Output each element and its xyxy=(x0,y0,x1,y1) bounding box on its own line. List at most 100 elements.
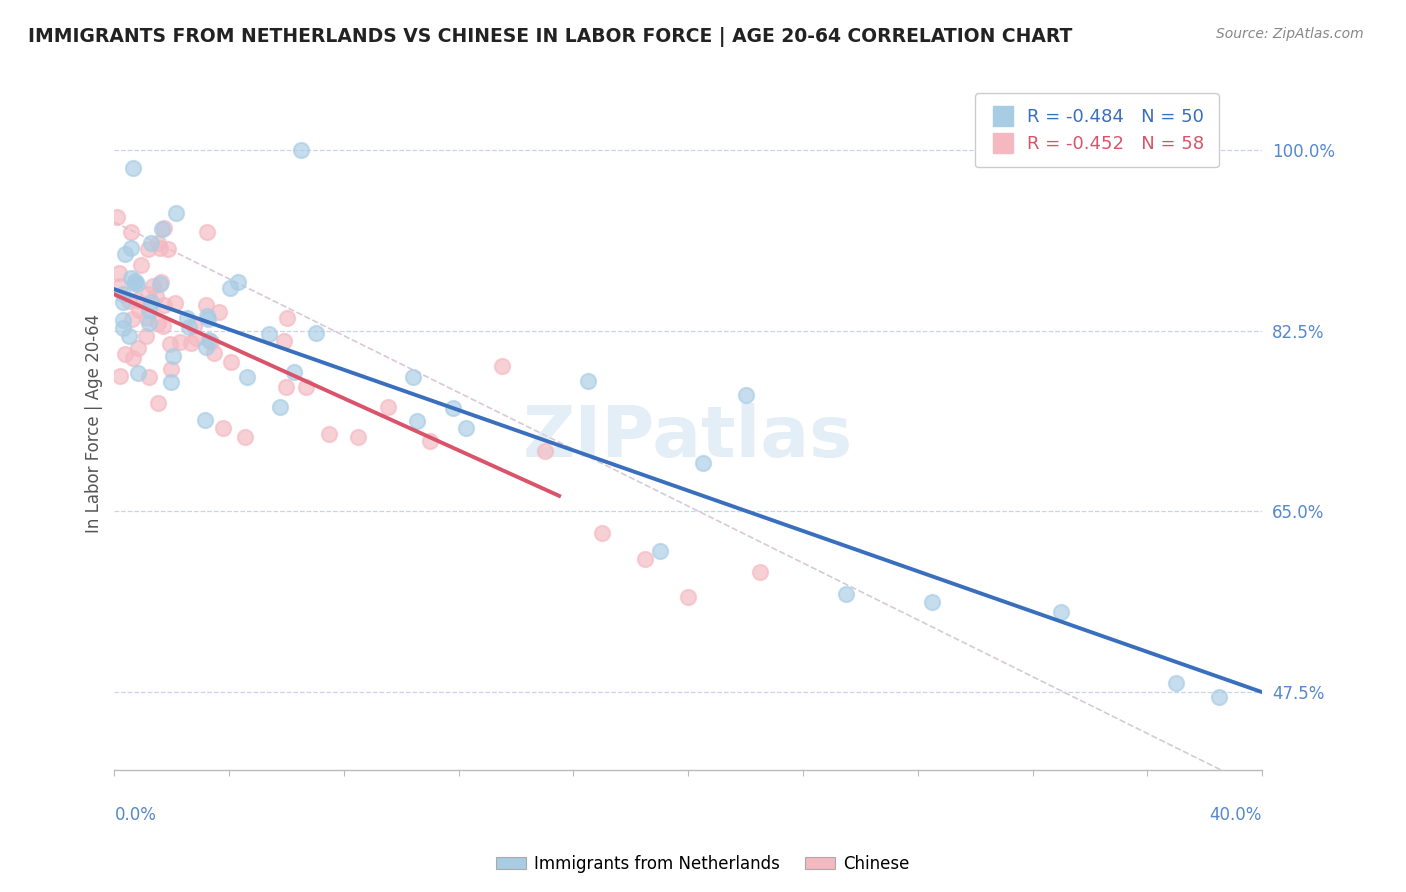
Point xyxy=(921,595,943,609)
Point xyxy=(634,552,657,566)
Point xyxy=(405,414,427,428)
Point xyxy=(125,277,148,291)
Point xyxy=(533,443,555,458)
Point xyxy=(200,335,222,350)
Point xyxy=(202,346,225,360)
Point xyxy=(114,347,136,361)
Point xyxy=(576,374,599,388)
Text: ZIPatlas: ZIPatlas xyxy=(523,403,853,472)
Point xyxy=(283,365,305,379)
Point xyxy=(131,258,153,272)
Point xyxy=(165,296,187,310)
Text: IMMIGRANTS FROM NETHERLANDS VS CHINESE IN LABOR FORCE | AGE 20-64 CORRELATION CH: IMMIGRANTS FROM NETHERLANDS VS CHINESE I… xyxy=(28,27,1073,46)
Point xyxy=(169,335,191,350)
Point xyxy=(148,236,170,251)
Text: 0.0%: 0.0% xyxy=(114,805,156,823)
Point xyxy=(146,396,169,410)
Point xyxy=(235,369,257,384)
Point xyxy=(377,400,399,414)
Point xyxy=(290,143,312,157)
Point xyxy=(456,421,478,435)
Point xyxy=(195,340,218,354)
Point xyxy=(122,161,145,176)
Point xyxy=(165,206,187,220)
Point xyxy=(402,370,425,384)
Point xyxy=(184,331,207,345)
Point xyxy=(114,247,136,261)
Point xyxy=(138,302,160,317)
Text: 40.0%: 40.0% xyxy=(1209,805,1263,823)
Point xyxy=(105,210,128,224)
Point xyxy=(156,242,179,256)
Point xyxy=(108,278,131,293)
Point xyxy=(1208,690,1230,705)
Point xyxy=(118,329,141,343)
Point xyxy=(135,329,157,343)
Point xyxy=(152,319,174,334)
Point xyxy=(835,587,858,601)
Point xyxy=(118,294,141,309)
Point xyxy=(295,380,318,394)
Point xyxy=(198,333,221,347)
Point xyxy=(749,565,772,579)
Point xyxy=(226,275,249,289)
Point xyxy=(127,341,149,355)
Point xyxy=(108,266,131,280)
Point xyxy=(149,277,172,292)
Point xyxy=(1164,676,1187,690)
Point xyxy=(122,351,145,366)
Point xyxy=(146,316,169,330)
Point xyxy=(305,326,328,340)
Point xyxy=(276,380,298,394)
Point xyxy=(111,321,134,335)
Point xyxy=(591,526,613,541)
Point xyxy=(219,355,242,369)
Point xyxy=(111,295,134,310)
Point xyxy=(195,309,218,323)
Point xyxy=(257,326,280,341)
Point xyxy=(692,456,714,470)
Point xyxy=(219,281,242,295)
Point xyxy=(142,279,165,293)
Point xyxy=(419,434,441,449)
Point xyxy=(194,298,217,312)
Point xyxy=(111,286,134,301)
Point xyxy=(197,311,219,326)
Point xyxy=(212,421,235,435)
Point xyxy=(276,310,298,325)
Point xyxy=(124,276,146,290)
Point xyxy=(128,302,150,317)
Point xyxy=(347,430,370,444)
Legend: Immigrants from Netherlands, Chinese: Immigrants from Netherlands, Chinese xyxy=(489,848,917,880)
Point xyxy=(111,312,134,326)
Y-axis label: In Labor Force | Age 20-64: In Labor Force | Age 20-64 xyxy=(86,314,103,533)
Point xyxy=(120,241,142,255)
Point xyxy=(150,222,173,236)
Point xyxy=(120,271,142,285)
Point xyxy=(138,316,160,330)
Point xyxy=(120,225,142,239)
Point xyxy=(149,275,172,289)
Point xyxy=(441,401,464,416)
Point xyxy=(153,298,176,312)
Point xyxy=(138,369,160,384)
Point xyxy=(121,312,143,326)
Point xyxy=(648,543,671,558)
Point xyxy=(1050,605,1073,619)
Point xyxy=(159,337,181,351)
Point xyxy=(136,242,159,256)
Point xyxy=(179,320,201,334)
Point xyxy=(160,375,183,389)
Point xyxy=(108,369,131,384)
Point xyxy=(136,311,159,326)
Point xyxy=(125,293,148,307)
Point xyxy=(176,311,198,326)
Point xyxy=(139,235,162,250)
Legend: R = -0.484   N = 50, R = -0.452   N = 58: R = -0.484 N = 50, R = -0.452 N = 58 xyxy=(974,94,1219,168)
Point xyxy=(180,336,202,351)
Point xyxy=(127,366,149,380)
Point xyxy=(153,221,176,235)
Point xyxy=(233,430,256,444)
Point xyxy=(136,287,159,301)
Point xyxy=(676,590,699,604)
